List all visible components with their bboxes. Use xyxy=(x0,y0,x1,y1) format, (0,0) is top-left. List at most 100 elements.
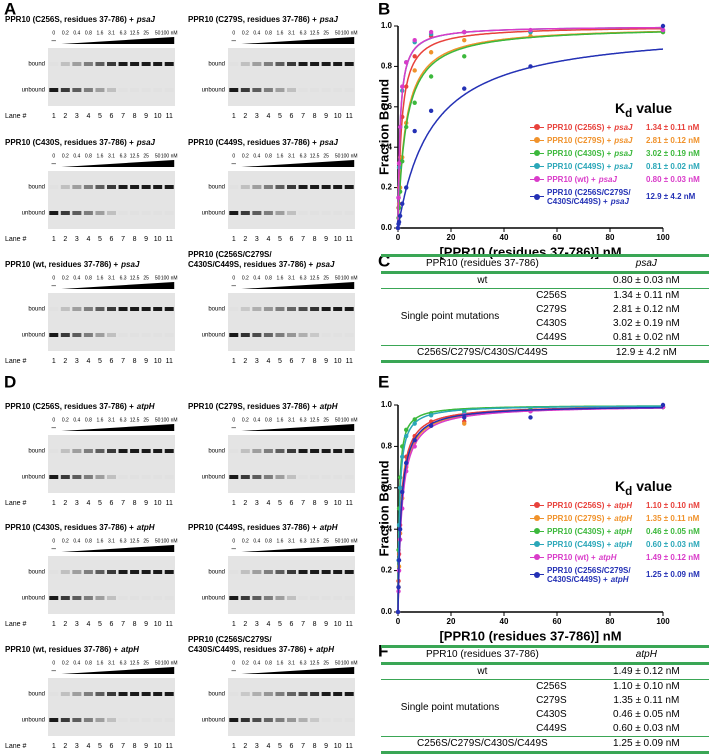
cell: 1.10 ± 0.10 nM xyxy=(583,679,709,694)
bound-band xyxy=(130,185,140,189)
concentration: 0.2 xyxy=(62,538,69,544)
bound-band xyxy=(229,307,239,311)
table-header: PPR10 (residues 37-786) atpH xyxy=(381,645,709,664)
data-point xyxy=(428,74,434,79)
data-point xyxy=(660,27,666,33)
legend-name-box: PPR10 (C279S) + psaJ xyxy=(547,136,642,145)
legend-name: PPR10 (C430S) + xyxy=(547,526,612,536)
concentration: 25 xyxy=(143,153,149,159)
unbound-band xyxy=(95,88,105,92)
legend-entry: PPR10 (C256S) + psaJ 1.34 ± 0.11 nM xyxy=(530,123,700,132)
legend-name: PPR10 (C256S) + xyxy=(547,500,612,510)
concentration: 0 xyxy=(52,538,55,544)
free-lane-mark: – xyxy=(52,666,57,675)
bound-band xyxy=(49,307,59,311)
legend-rna: psaJ xyxy=(614,122,633,132)
data-point xyxy=(412,437,417,443)
bound-label: bound xyxy=(28,307,45,313)
unbound-band xyxy=(263,333,273,337)
lane-number: 5 xyxy=(278,236,282,243)
header-cell: PPR10 (residues 37-786) xyxy=(381,645,584,664)
bound-band xyxy=(287,570,296,574)
unbound-band xyxy=(118,718,128,722)
unbound-band xyxy=(333,211,343,215)
lane-number: 1 xyxy=(232,236,236,243)
unbound-band xyxy=(95,596,105,600)
free-lane-mark: – xyxy=(52,544,57,553)
lane-number: 6 xyxy=(290,236,294,243)
legend-kd: 1.10 ± 0.10 nM xyxy=(646,500,700,510)
lane-number: 7 xyxy=(301,621,305,628)
lane-number: 9 xyxy=(324,500,328,507)
lane-number: 7 xyxy=(121,113,125,120)
free-lane-mark: – xyxy=(232,281,237,290)
unbound-band xyxy=(107,211,116,215)
legend-entry: PPR10 (C449S) + psaJ 0.81 ± 0.02 nM xyxy=(530,162,700,171)
bound-band xyxy=(72,307,82,311)
bound-band xyxy=(275,692,285,696)
bound-band xyxy=(60,570,70,574)
lane-number: 10 xyxy=(334,113,342,120)
lane-number: 4 xyxy=(86,500,90,507)
bound-band xyxy=(333,449,343,453)
gel-title-line: C430S/C449S, residues 37-786) + xyxy=(188,260,314,269)
bound-band xyxy=(72,62,82,66)
legend-entry: PPR10 (C256S/C279S/ C430S/C449S) + psaJ 12… xyxy=(530,188,700,206)
concentration: 0.4 xyxy=(253,30,260,36)
bound-band xyxy=(275,185,285,189)
lane-number: 6 xyxy=(290,621,294,628)
lane-number: 8 xyxy=(133,358,137,365)
legend-name-box: PPR10 (C256S) + psaJ xyxy=(547,123,642,132)
data-point xyxy=(412,444,417,449)
unbound-label: unbound xyxy=(202,333,225,339)
concentration: 50 xyxy=(155,417,161,423)
data-point xyxy=(396,195,401,200)
unbound-band xyxy=(252,211,262,215)
lane-number: 9 xyxy=(144,113,148,120)
lane-number: 7 xyxy=(301,236,305,243)
bound-band xyxy=(60,692,70,696)
x-tick-label: 80 xyxy=(606,233,615,242)
legend-entry: PPR10 (C430S) + atpH 0.46 ± 0.05 nM xyxy=(530,527,700,536)
unbound-band xyxy=(229,475,239,479)
lane-number: 8 xyxy=(133,500,137,507)
unbound-band xyxy=(107,333,116,337)
unbound-band xyxy=(153,88,163,92)
free-lane-mark: – xyxy=(232,159,237,168)
legend-name-box: PPR10 (wt) + atpH xyxy=(547,553,642,562)
unbound-band xyxy=(344,475,354,479)
concentration: 0.2 xyxy=(62,153,69,159)
unbound-band xyxy=(60,475,70,479)
bound-band xyxy=(298,570,308,574)
data-point xyxy=(428,413,434,418)
lane-number: 9 xyxy=(324,621,328,628)
bound-band xyxy=(333,307,343,311)
bound-band xyxy=(118,307,128,311)
gel-title-line: PPR10 (C279S, residues 37-786) + xyxy=(188,15,317,24)
cell: 0.81 ± 0.02 nM xyxy=(613,332,680,343)
bound-band xyxy=(153,62,163,66)
cell: C256S xyxy=(519,288,584,303)
gel-rna: atpH xyxy=(320,402,338,411)
lane-number: 8 xyxy=(313,621,317,628)
lane-number: 3 xyxy=(75,358,79,365)
unbound-band xyxy=(153,211,163,215)
unbound-band xyxy=(263,718,273,722)
lane-number: 3 xyxy=(255,743,259,750)
concentration: 12.5 xyxy=(130,30,140,36)
unbound-band xyxy=(298,718,308,722)
unbound-band xyxy=(310,88,320,92)
bound-band xyxy=(107,62,116,66)
gradient-wedge xyxy=(241,667,355,674)
lane-number: 6 xyxy=(110,743,114,750)
lane-number: 1 xyxy=(52,358,56,365)
data-point xyxy=(428,29,434,35)
unbound-band xyxy=(333,596,343,600)
lane-number: 5 xyxy=(278,743,282,750)
bound-band xyxy=(275,307,285,311)
concentration: 12.5 xyxy=(310,153,320,159)
concentration: 0 xyxy=(232,538,235,544)
bound-band xyxy=(153,570,163,574)
lane-number: 6 xyxy=(110,500,114,507)
